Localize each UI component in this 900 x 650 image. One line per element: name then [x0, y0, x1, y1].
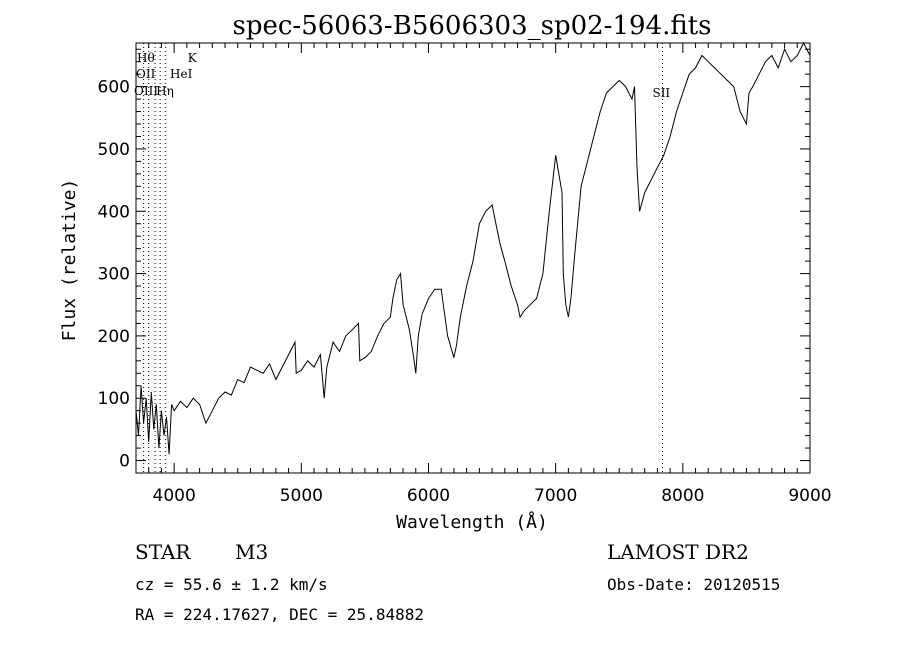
chart-title: spec-56063-B5606303_sp02-194.fits [233, 11, 712, 41]
x-axis-label: Wavelength (Å) [396, 511, 548, 533]
y-tick-label: 500 [98, 140, 130, 160]
redshift-text: cz = 55.6 ± 1.2 km/s [135, 575, 328, 594]
y-tick-label: 400 [98, 202, 130, 222]
annotation-label: HeI [170, 67, 193, 81]
obs-date-text: Obs-Date: 20120515 [607, 575, 780, 594]
x-tick-labels: 4000 5000 6000 7000 8000 9000 [153, 486, 832, 506]
y-tick-label: 600 [98, 78, 130, 98]
survey-label: LAMOST DR2 [607, 540, 749, 564]
annotation-label: Hθ [137, 51, 155, 65]
annotation-label: OII [136, 67, 156, 81]
spectrum-line [135, 41, 811, 455]
series-group [135, 41, 811, 455]
x-tick-label: 9000 [788, 486, 831, 506]
annotation-lines [143, 43, 663, 473]
x-tick-label: 7000 [534, 486, 577, 506]
coords-text: RA = 224.17627, DEC = 25.84882 [135, 605, 424, 624]
annotation-label: K [188, 51, 198, 65]
subclass: M3 [235, 540, 268, 564]
y-tick-labels: 0 100 200 300 400 500 600 [98, 78, 130, 472]
y-tick-label: 200 [98, 327, 130, 347]
x-tick-label: 5000 [280, 486, 323, 506]
annotation-label: SII [652, 86, 670, 100]
object-class: STAR [135, 540, 191, 564]
y-tick-label: 100 [98, 389, 130, 409]
axis-ticks [135, 43, 811, 473]
y-tick-label: 0 [119, 452, 130, 472]
annotation-label: Hη [156, 84, 174, 98]
x-tick-label: 8000 [661, 486, 704, 506]
annotation-label: OIII [134, 84, 158, 98]
x-tick-label: 4000 [153, 486, 196, 506]
plot-frame [135, 42, 811, 474]
y-tick-label: 300 [98, 265, 130, 285]
x-tick-label: 6000 [407, 486, 450, 506]
y-axis-label: Flux (relative) [59, 179, 80, 342]
